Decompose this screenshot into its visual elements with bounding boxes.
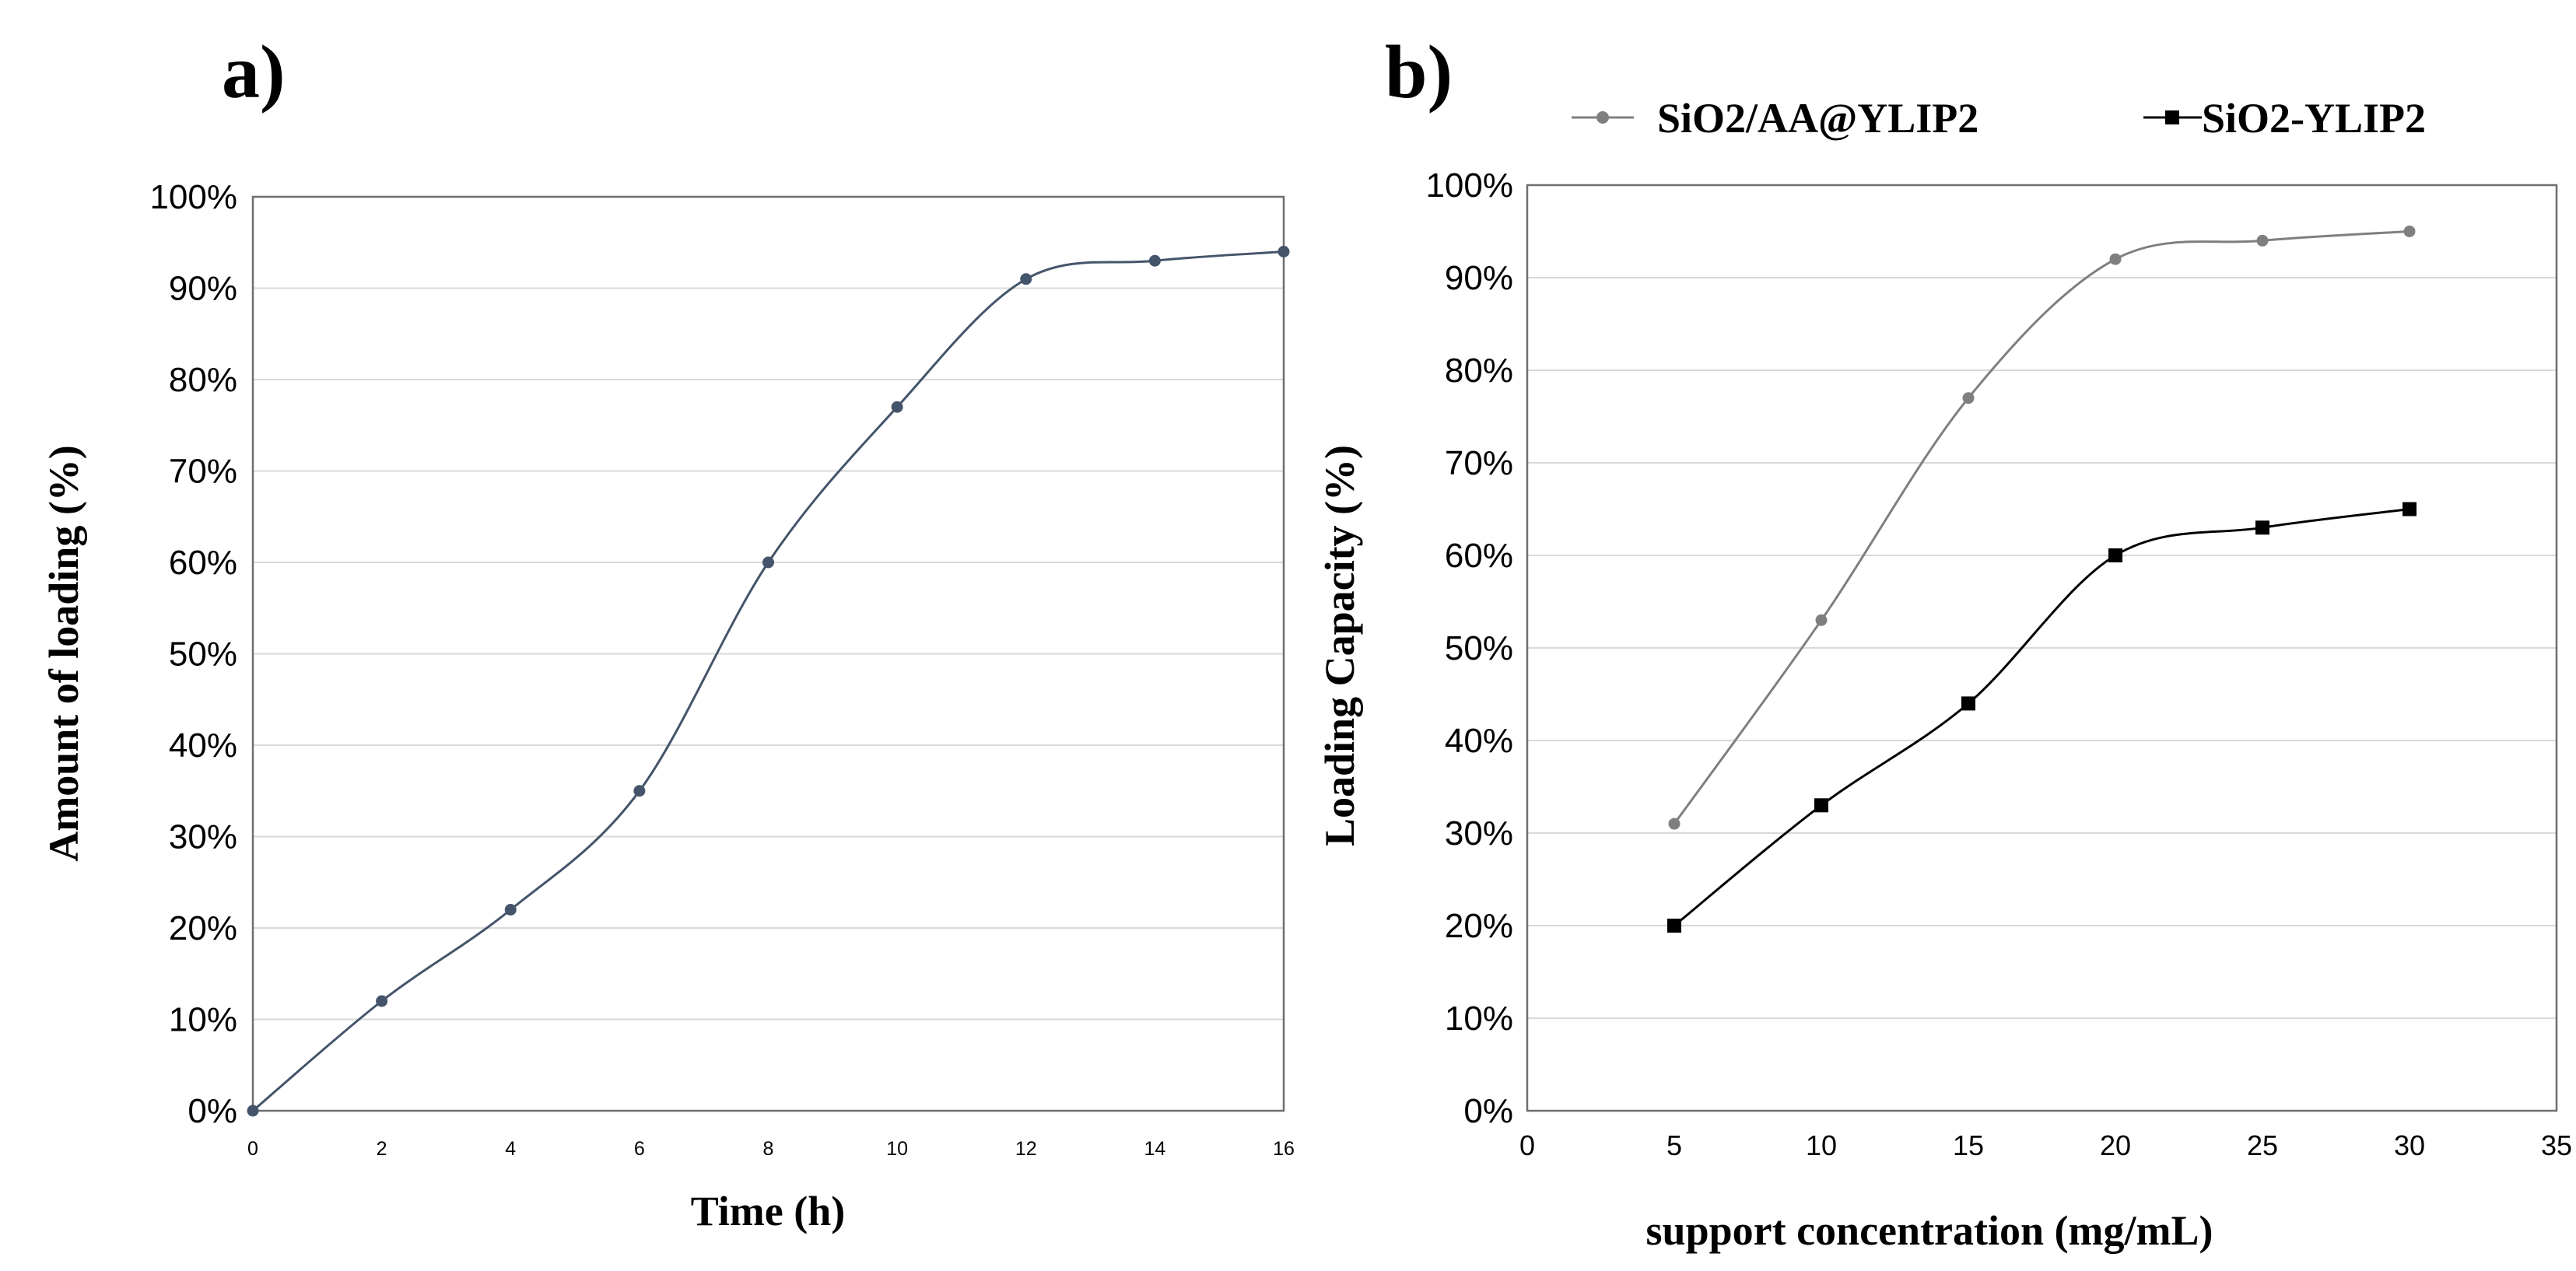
y-tick-label: 80%	[169, 361, 237, 399]
chart-b-gridlines	[1527, 277, 2557, 1019]
data-point	[247, 1105, 259, 1117]
y-tick-label: 30%	[1445, 814, 1513, 853]
data-point	[1020, 273, 1032, 285]
data-point	[504, 904, 517, 916]
chart-b-x-axis-title: support concentration (mg/mL)	[1646, 1207, 2213, 1254]
legend-label-sio2-aa-ylip2: SiO2/AA@YLIP2	[1657, 95, 1978, 142]
data-point	[1961, 696, 1975, 711]
x-tick-label: 8	[763, 1138, 774, 1160]
chart-b-y-ticks: 0% 10% 20% 30% 40% 50% 60% 70% 80% 90% 100%	[1425, 166, 1513, 1130]
chart-b-series	[1667, 226, 2417, 933]
chart-a-y-ticks: 0% 10% 20% 30% 40% 50% 60% 70% 80% 90% 100%	[149, 178, 237, 1130]
y-tick-label: 100%	[149, 178, 237, 216]
chart-b-y-axis-title: Loading Capacity (%)	[1316, 445, 1363, 846]
chart-a-x-ticks: 0 2 4 6 8 10 12 14 16	[247, 1138, 1295, 1160]
y-tick-label: 30%	[169, 818, 237, 856]
data-point	[2255, 520, 2269, 535]
y-tick-label: 0%	[188, 1092, 237, 1130]
x-tick-label: 4	[505, 1138, 516, 1160]
data-point	[1814, 798, 1828, 813]
x-tick-label: 35	[2541, 1129, 2572, 1161]
y-tick-label: 50%	[169, 636, 237, 674]
y-tick-label: 10%	[1445, 1000, 1513, 1038]
chart-a-y-axis-title: Amount of loading (%)	[40, 445, 87, 862]
x-tick-label: 15	[1953, 1129, 1984, 1161]
x-tick-label: 2	[377, 1138, 387, 1160]
legend-marker-square	[2165, 110, 2179, 124]
data-point	[2403, 502, 2417, 516]
data-point	[2109, 253, 2122, 265]
chart-b-x-ticks: 0 5 10 15 20 25 30 35	[1519, 1129, 2572, 1161]
x-tick-label: 6	[634, 1138, 645, 1160]
y-tick-label: 70%	[1445, 444, 1513, 482]
data-point	[1667, 919, 1681, 933]
y-tick-label: 20%	[1445, 907, 1513, 945]
data-point	[1148, 254, 1161, 267]
legend-item-sio2-ylip2: SiO2-YLIP2	[2143, 95, 2426, 142]
chart-a: a) 0% 10% 20% 30% 40% 50% 60% 70% 80% 90% 100% 0 2 4…	[40, 30, 1295, 1234]
x-tick-label: 0	[247, 1138, 258, 1160]
y-tick-label: 60%	[169, 544, 237, 582]
y-tick-label: 20%	[169, 909, 237, 947]
data-point	[1668, 818, 1681, 830]
x-tick-label: 12	[1015, 1138, 1037, 1160]
legend-item-sio2-aa-ylip2: SiO2/AA@YLIP2	[1572, 95, 1978, 142]
chart-a-x-axis-title: Time (h)	[691, 1188, 846, 1234]
chart-b-plot-area	[1526, 184, 2558, 1112]
data-point	[1962, 392, 1975, 404]
data-point	[1277, 246, 1290, 257]
y-tick-label: 50%	[1445, 629, 1513, 667]
y-tick-label: 40%	[1445, 722, 1513, 760]
chart-b: b) SiO2/AA@YLIP2 SiO2-YLIP2 0% 10% 20% 30% 4…	[1316, 30, 2572, 1254]
data-point	[891, 401, 903, 413]
y-tick-label: 70%	[169, 453, 237, 491]
data-point	[762, 556, 774, 569]
y-tick-label: 90%	[169, 270, 237, 308]
y-tick-label: 10%	[169, 1001, 237, 1039]
panel-b-label: b)	[1385, 30, 1453, 114]
data-point	[633, 785, 646, 797]
x-tick-label: 5	[1667, 1129, 1682, 1161]
x-tick-label: 14	[1144, 1138, 1165, 1160]
chart-a-series	[247, 246, 1290, 1117]
x-tick-label: 25	[2247, 1129, 2278, 1161]
x-tick-label: 30	[2394, 1129, 2425, 1161]
data-point	[376, 995, 388, 1007]
panel-a-label: a)	[222, 30, 286, 114]
x-tick-label: 0	[1519, 1129, 1535, 1161]
data-point	[2108, 548, 2122, 562]
data-point	[2403, 226, 2416, 237]
y-tick-label: 100%	[1425, 166, 1513, 205]
x-tick-label: 10	[886, 1138, 908, 1160]
y-tick-label: 90%	[1445, 259, 1513, 297]
data-point	[1815, 614, 1828, 626]
y-tick-label: 0%	[1463, 1092, 1513, 1130]
legend-label-sio2-ylip2: SiO2-YLIP2	[2202, 95, 2426, 142]
y-tick-label: 80%	[1445, 352, 1513, 390]
chart-a-plot-area	[251, 195, 1285, 1112]
series-line	[252, 250, 1284, 1112]
x-tick-label: 10	[1806, 1129, 1837, 1161]
x-tick-label: 20	[2100, 1129, 2131, 1161]
legend-marker-circle	[1596, 111, 1609, 124]
y-tick-label: 40%	[169, 727, 237, 765]
x-tick-label: 16	[1273, 1138, 1295, 1160]
y-tick-label: 60%	[1445, 537, 1513, 575]
data-point	[2256, 234, 2269, 247]
chart-b-legend: SiO2/AA@YLIP2 SiO2-YLIP2	[1572, 95, 2426, 142]
